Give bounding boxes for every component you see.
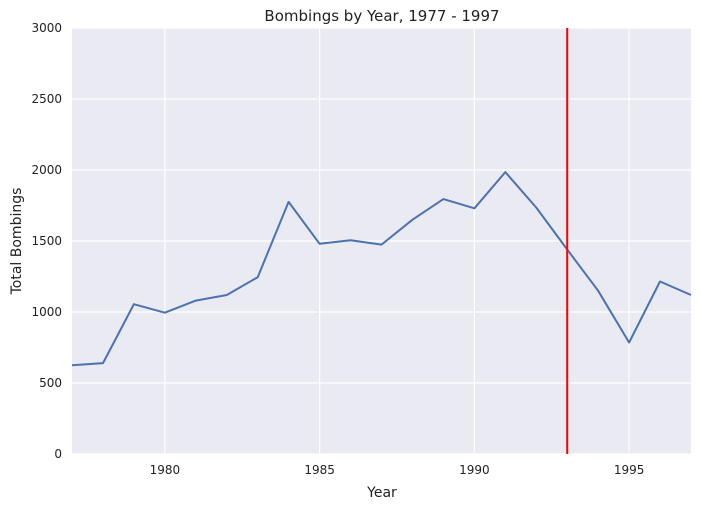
x-tick-label: 1980	[150, 463, 181, 477]
series-line	[71, 171, 692, 367]
y-tick-label: 2000	[31, 163, 62, 177]
x-axis-label: Year	[366, 485, 397, 501]
gridlines	[72, 27, 691, 455]
y-tick-label: 1500	[31, 234, 62, 248]
series-layer	[71, 171, 692, 367]
x-tick-label: 1995	[614, 463, 645, 477]
chart-title: Bombings by Year, 1977 - 1997	[264, 7, 499, 25]
y-tick-label: 2500	[31, 92, 62, 106]
y-axis-label: Total Bombings	[9, 188, 25, 296]
y-tick-label: 3000	[31, 21, 62, 35]
y-tick-label: 500	[39, 376, 62, 390]
y-tick-label: 1000	[31, 305, 62, 319]
tick-labels: 1980 1985 1990 1995 0 500 1000 1500 2000 2500 3000	[31, 21, 644, 477]
x-tick-label: 1985	[304, 463, 335, 477]
x-tick-label: 1990	[459, 463, 490, 477]
y-tick-label: 0	[54, 447, 62, 461]
